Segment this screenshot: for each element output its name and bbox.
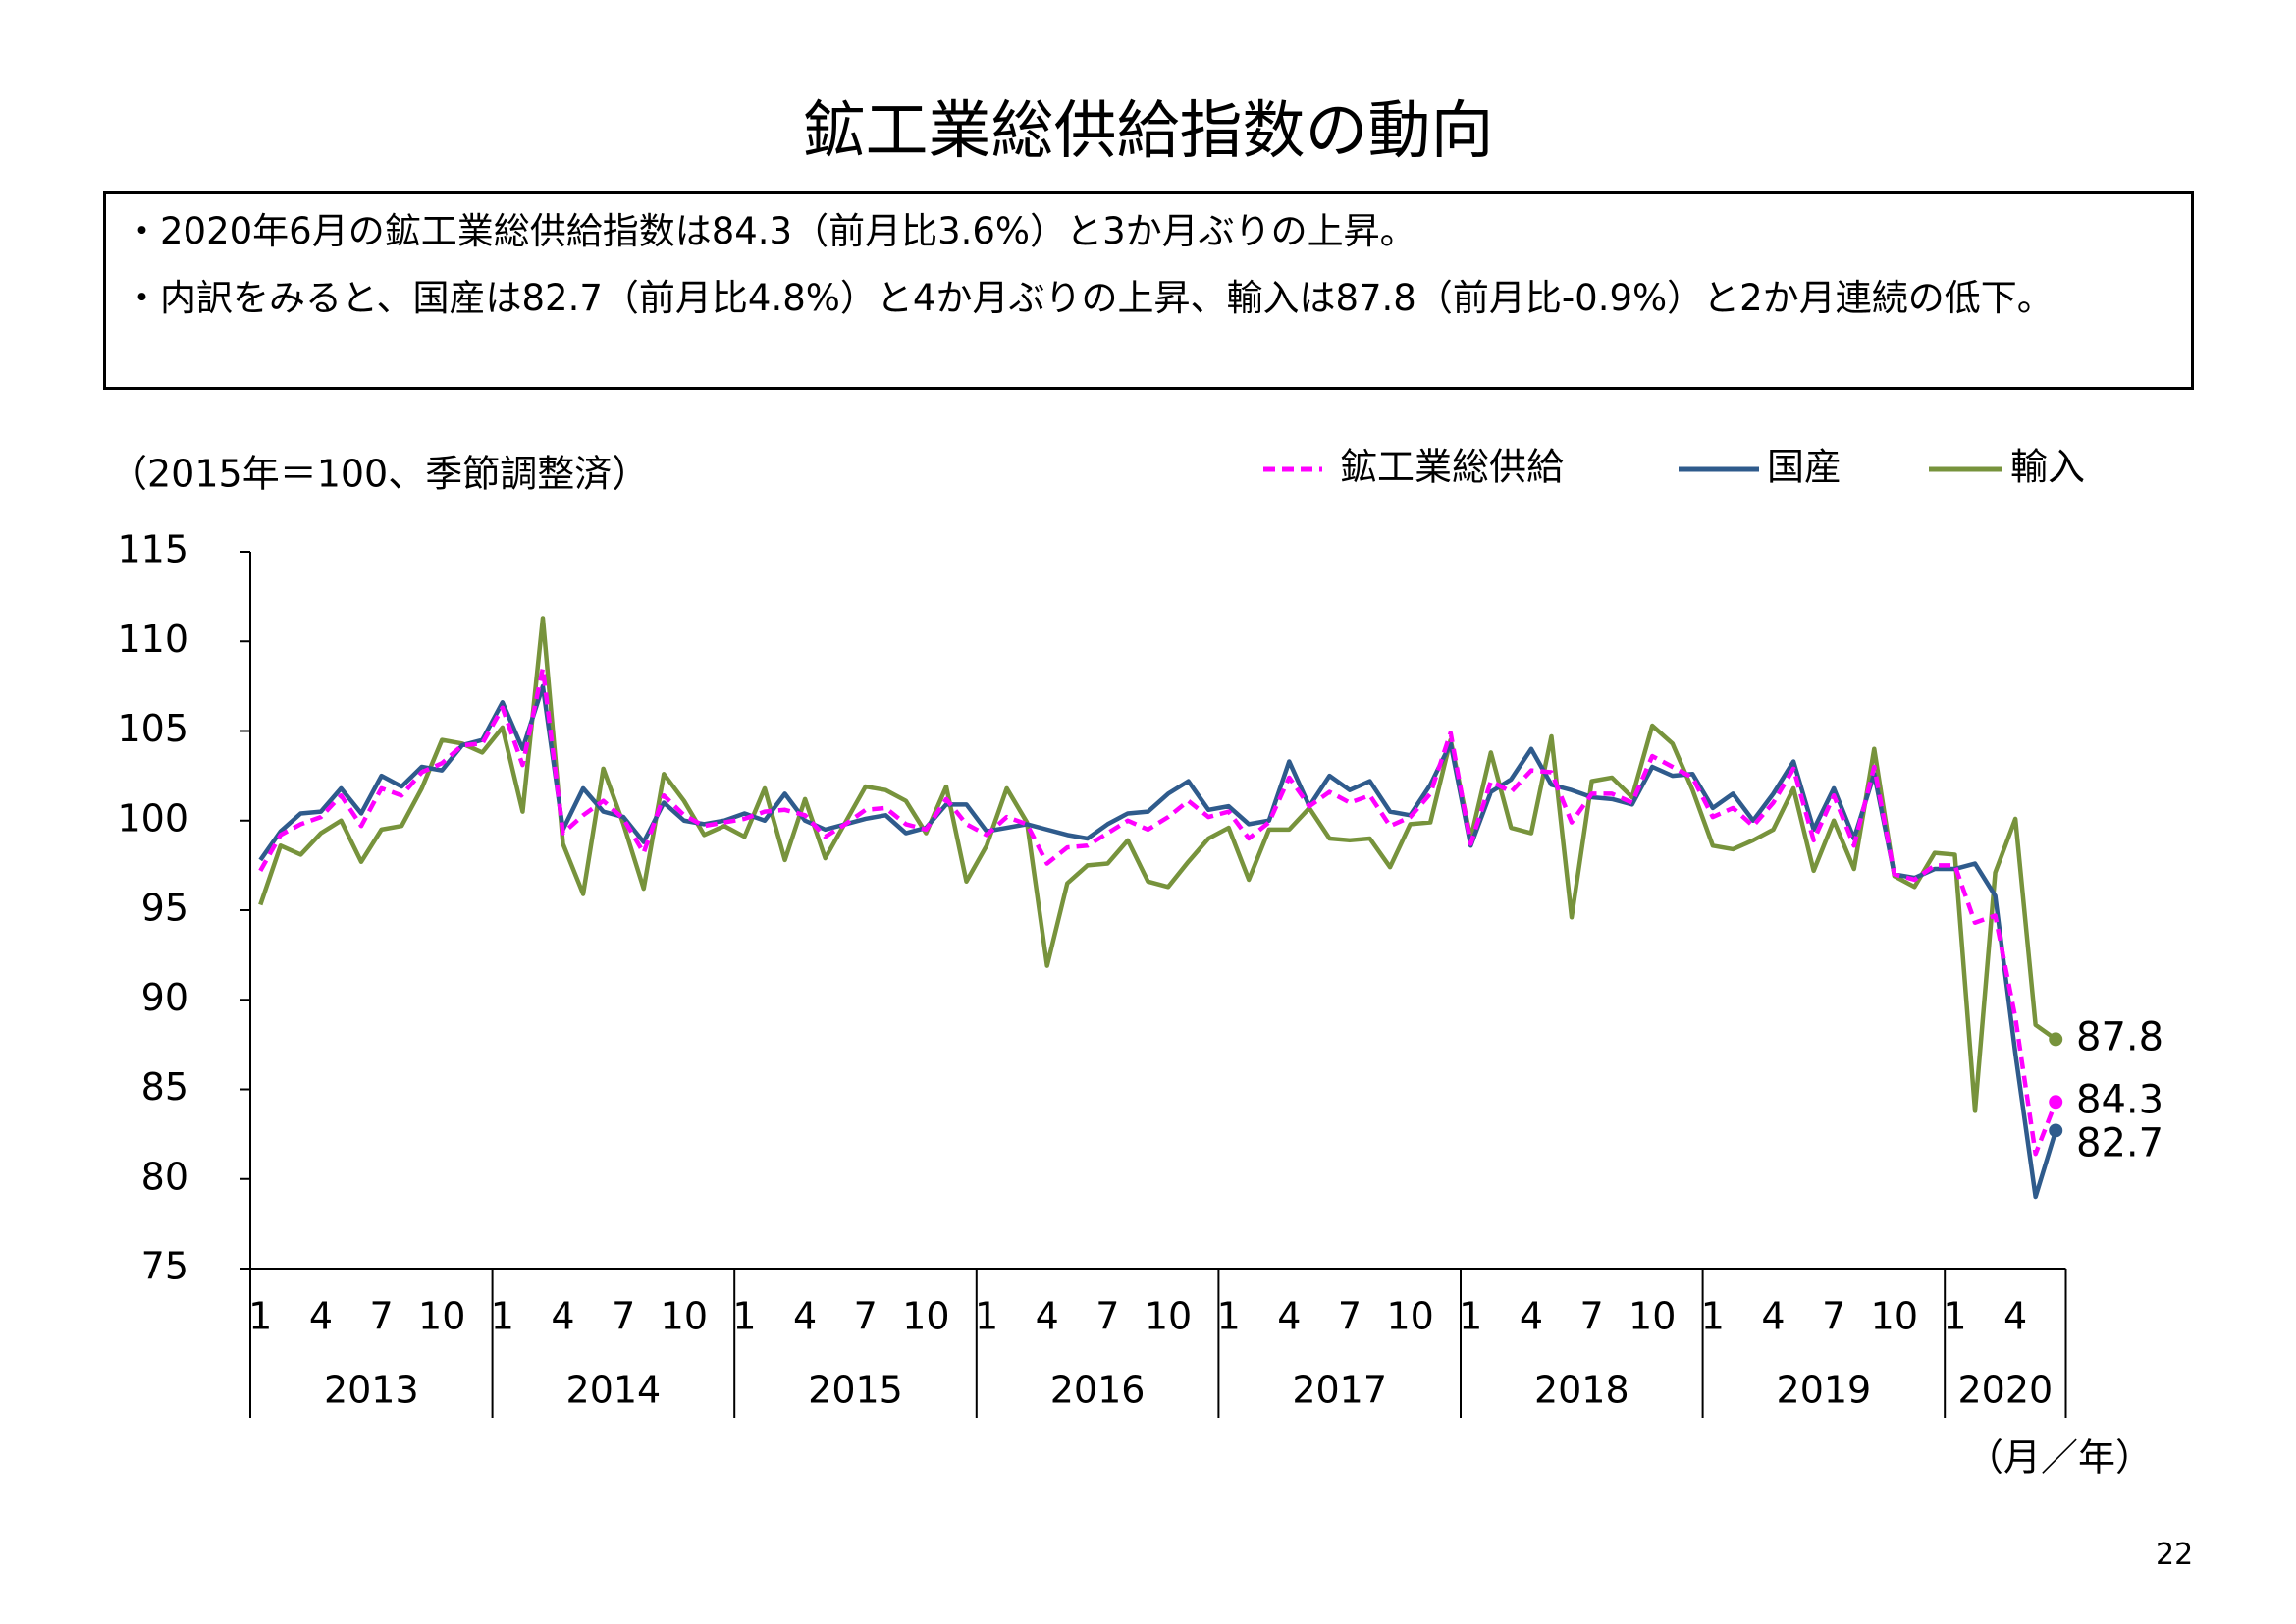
- end-point: [2049, 1123, 2063, 1138]
- y-tick-label: 95: [141, 887, 188, 930]
- y-axis-label: （2015年＝100、季節調整済）: [110, 453, 649, 496]
- x-axis-label: （月／年）: [1966, 1436, 2153, 1480]
- y-tick-label: 80: [141, 1155, 188, 1198]
- y-tick-label: 100: [117, 796, 188, 839]
- x-tick-label: 10: [1871, 1295, 1918, 1338]
- summary-item: ・内訳をみると、国産は82.7（前月比4.8%）と4か月ぶりの上昇、輸入は87.…: [124, 277, 2054, 319]
- end-point: [2049, 1032, 2063, 1047]
- x-group-label: 2015: [808, 1369, 903, 1412]
- legend-label: 国産: [1767, 446, 1842, 489]
- x-group-label: 2020: [1957, 1369, 2053, 1412]
- x-tick-label: 1: [248, 1295, 272, 1338]
- x-tick-label: 4: [1277, 1295, 1301, 1338]
- x-tick-label: 7: [1338, 1295, 1362, 1338]
- x-tick-label: 1: [975, 1295, 998, 1338]
- x-group-label: 2014: [566, 1369, 662, 1412]
- x-group-label: 2018: [1534, 1369, 1629, 1412]
- x-tick-label: 4: [1761, 1295, 1785, 1338]
- y-tick-label: 75: [141, 1245, 188, 1288]
- x-tick-label: 4: [2003, 1295, 2027, 1338]
- x-tick-label: 7: [1579, 1295, 1603, 1338]
- x-tick-label: 10: [418, 1295, 465, 1338]
- x-tick-label: 1: [491, 1295, 514, 1338]
- y-tick-label: 90: [141, 976, 188, 1019]
- x-tick-label: 7: [612, 1295, 635, 1338]
- x-group-label: 2019: [1777, 1369, 1872, 1412]
- x-tick-label: 7: [854, 1295, 878, 1338]
- y-tick-label: 110: [117, 618, 188, 661]
- x-tick-label: 10: [1145, 1295, 1192, 1338]
- x-group-label: 2013: [324, 1369, 419, 1412]
- y-tick-label: 115: [117, 528, 188, 571]
- y-tick-label: 105: [117, 707, 188, 750]
- x-tick-label: 1: [1217, 1295, 1241, 1338]
- x-tick-label: 4: [1520, 1295, 1543, 1338]
- end-label: 82.7: [2076, 1120, 2163, 1165]
- x-tick-label: 7: [369, 1295, 393, 1338]
- x-tick-label: 10: [1386, 1295, 1433, 1338]
- x-tick-label: 4: [793, 1295, 817, 1338]
- x-tick-label: 1: [1943, 1295, 1966, 1338]
- x-tick-label: 1: [732, 1295, 756, 1338]
- end-point: [2049, 1095, 2063, 1110]
- y-tick-label: 85: [141, 1065, 188, 1109]
- summary-box: ・2020年6月の鉱工業総供給指数は84.3（前月比3.6%）と3か月ぶりの上昇…: [103, 191, 2194, 390]
- x-tick-label: 4: [309, 1295, 333, 1338]
- summary-item: ・2020年6月の鉱工業総供給指数は84.3（前月比3.6%）と3か月ぶりの上昇…: [124, 210, 1416, 252]
- legend-label: 輸入: [2010, 446, 2085, 489]
- x-tick-label: 10: [902, 1295, 949, 1338]
- x-group-label: 2016: [1050, 1369, 1146, 1412]
- series-line: [258, 616, 2057, 1113]
- x-tick-label: 10: [661, 1295, 708, 1338]
- x-tick-label: 1: [1701, 1295, 1725, 1338]
- end-label: 84.3: [2076, 1077, 2163, 1122]
- x-tick-label: 7: [1095, 1295, 1119, 1338]
- end-label: 87.8: [2076, 1014, 2163, 1059]
- x-group-label: 2017: [1292, 1369, 1387, 1412]
- x-tick-label: 1: [1459, 1295, 1482, 1338]
- x-tick-label: 4: [1036, 1295, 1059, 1338]
- x-tick-label: 7: [1822, 1295, 1845, 1338]
- x-tick-label: 4: [551, 1295, 574, 1338]
- slide-title: 鉱工業総供給指数の動向: [802, 95, 1494, 168]
- series-line: [258, 666, 2058, 1157]
- x-tick-label: 10: [1629, 1295, 1676, 1338]
- page-number: 22: [2156, 1538, 2194, 1572]
- legend-label: 鉱工業総供給: [1340, 446, 1564, 489]
